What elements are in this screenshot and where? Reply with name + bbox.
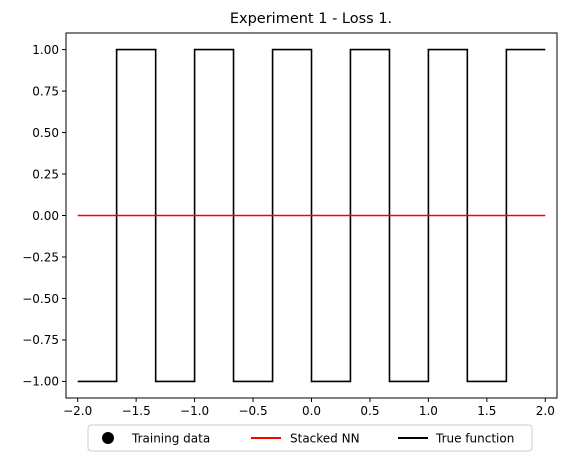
x-tick-label: 2.0 bbox=[536, 404, 555, 418]
x-tick-label: 1.0 bbox=[419, 404, 438, 418]
x-tick-label: −1.0 bbox=[180, 404, 209, 418]
y-axis: −1.00 −0.75 −0.50 −0.25 0.00 0.25 0.50 0.75 1.00 bbox=[22, 43, 66, 389]
y-tick-label: −0.75 bbox=[22, 333, 59, 347]
y-tick-label: 0.00 bbox=[32, 209, 59, 223]
series-layer bbox=[77, 48, 546, 383]
x-tick-label: −0.5 bbox=[238, 404, 267, 418]
x-tick-label: −2.0 bbox=[63, 404, 92, 418]
legend-label-stacked-nn: Stacked NN bbox=[290, 431, 360, 445]
x-axis: −2.0 −1.5 −1.0 −0.5 0.0 0.5 1.0 1.5 2.0 bbox=[63, 398, 555, 418]
y-tick-label: 0.25 bbox=[32, 167, 59, 181]
x-tick-label: 1.5 bbox=[477, 404, 496, 418]
chart-title: Experiment 1 - Loss 1. bbox=[230, 11, 392, 27]
legend-label-true-function: True function bbox=[435, 431, 514, 445]
y-tick-label: 1.00 bbox=[32, 43, 59, 57]
legend-marker-training-data bbox=[102, 432, 114, 444]
legend-box bbox=[87, 424, 533, 452]
legend-label-training-data: Training data bbox=[131, 431, 210, 445]
y-tick-label: −1.00 bbox=[22, 375, 59, 389]
y-tick-label: 0.75 bbox=[32, 84, 59, 98]
y-tick-label: −0.25 bbox=[22, 250, 59, 264]
x-tick-label: 0.5 bbox=[360, 404, 379, 418]
x-tick-label: 0.0 bbox=[302, 404, 321, 418]
x-tick-label: −1.5 bbox=[122, 404, 151, 418]
y-tick-label: −0.50 bbox=[22, 292, 59, 306]
legend: Training data Stacked NN True function bbox=[87, 424, 533, 452]
y-tick-label: 0.50 bbox=[32, 126, 59, 140]
